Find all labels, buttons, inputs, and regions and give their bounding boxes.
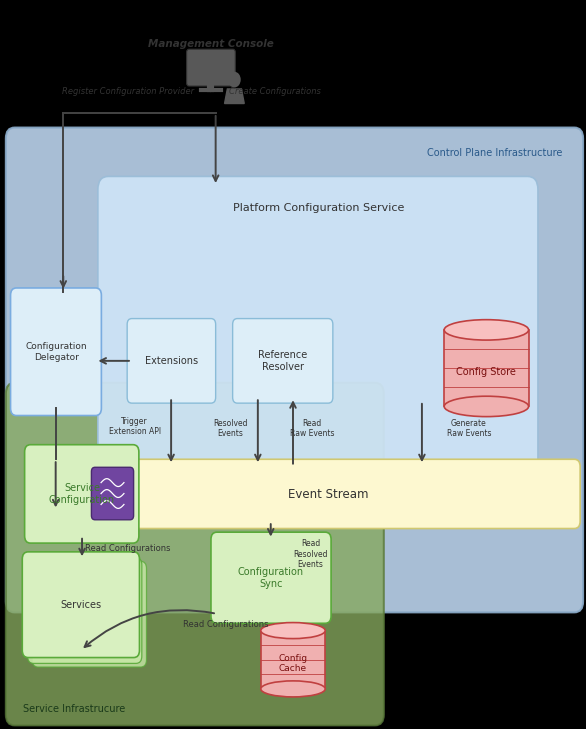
Text: Create Configurations: Create Configurations <box>230 87 321 95</box>
Text: Trigger
Extension API: Trigger Extension API <box>109 417 161 436</box>
FancyBboxPatch shape <box>233 319 333 403</box>
Text: Resolved
Events: Resolved Events <box>213 419 247 438</box>
Text: Read
Raw Events: Read Raw Events <box>290 419 335 438</box>
Text: Reference
Resolver: Reference Resolver <box>258 350 308 372</box>
Text: Platform Configuration Service: Platform Configuration Service <box>233 203 404 213</box>
Text: Configuration
Delegator: Configuration Delegator <box>25 343 87 362</box>
Text: Event Stream: Event Stream <box>288 488 369 501</box>
FancyBboxPatch shape <box>32 561 146 667</box>
Ellipse shape <box>261 623 325 639</box>
Text: Configuration
Sync: Configuration Sync <box>238 567 304 589</box>
Ellipse shape <box>444 319 529 340</box>
FancyBboxPatch shape <box>6 128 583 612</box>
Bar <box>261 631 325 689</box>
Text: Read
Resolved
Events: Read Resolved Events <box>294 539 328 569</box>
FancyBboxPatch shape <box>6 383 384 725</box>
FancyBboxPatch shape <box>11 288 101 416</box>
FancyBboxPatch shape <box>25 445 139 543</box>
Text: Read Configurations: Read Configurations <box>85 544 171 553</box>
Text: Control Plane Infrastructure: Control Plane Infrastructure <box>427 148 563 158</box>
Ellipse shape <box>444 397 529 417</box>
Text: Management Console: Management Console <box>148 39 274 49</box>
Text: Extensions: Extensions <box>145 356 198 366</box>
Ellipse shape <box>261 681 325 697</box>
Text: Read Configurations: Read Configurations <box>183 620 268 629</box>
Text: Register Configuration Provider: Register Configuration Provider <box>62 87 194 95</box>
Text: Service Infrastrucure: Service Infrastrucure <box>23 703 125 714</box>
FancyBboxPatch shape <box>98 176 538 483</box>
FancyBboxPatch shape <box>211 532 331 623</box>
FancyBboxPatch shape <box>91 467 134 520</box>
FancyBboxPatch shape <box>73 459 580 529</box>
Bar <box>444 330 529 407</box>
Text: Config Store: Config Store <box>456 367 516 377</box>
FancyBboxPatch shape <box>127 319 216 403</box>
Text: Generate
Raw Events: Generate Raw Events <box>447 419 491 438</box>
Text: Service
Configuration: Service Configuration <box>49 483 115 505</box>
Text: Services: Services <box>60 600 101 610</box>
Text: Config
Cache: Config Cache <box>278 654 308 673</box>
Polygon shape <box>224 89 244 104</box>
FancyBboxPatch shape <box>186 50 236 86</box>
Circle shape <box>228 71 241 87</box>
FancyBboxPatch shape <box>22 552 139 658</box>
FancyBboxPatch shape <box>28 558 142 663</box>
